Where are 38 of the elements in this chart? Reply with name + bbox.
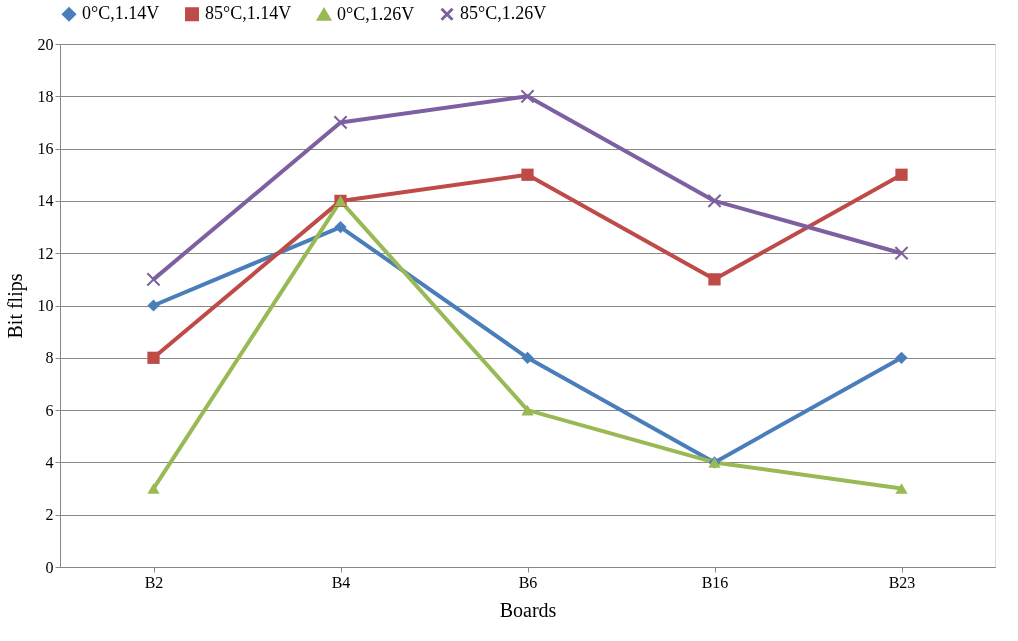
legend-label: 0°C,1.26V xyxy=(337,3,415,24)
point xyxy=(521,351,534,364)
point xyxy=(894,246,909,261)
y-axis-title: Bit flips xyxy=(3,273,27,339)
x-axis-title: Boards xyxy=(499,598,557,621)
legend-label: 85°C,1.26V xyxy=(460,3,547,24)
point xyxy=(520,89,535,104)
point xyxy=(147,299,160,312)
y-tick-label: 14 xyxy=(37,192,54,210)
y-tick-label: 0 xyxy=(45,558,54,576)
point xyxy=(895,351,908,364)
legend-label: 0°C,1.14V xyxy=(82,3,160,24)
y-tick-label: 6 xyxy=(45,401,54,419)
point xyxy=(521,404,534,416)
point xyxy=(521,168,534,181)
point xyxy=(708,273,721,286)
point xyxy=(147,483,160,494)
point xyxy=(895,168,908,181)
point xyxy=(147,351,160,364)
point xyxy=(707,193,722,209)
y-tick-label: 8 xyxy=(45,349,54,367)
legend-label: 85°C,1.14V xyxy=(205,3,292,24)
y-tick-label: 2 xyxy=(45,506,54,524)
x-tick-label: B2 xyxy=(144,573,164,591)
y-tick-label: 20 xyxy=(37,35,54,53)
x-tick-label: B6 xyxy=(518,573,538,591)
x-tick-label: B4 xyxy=(331,573,351,591)
point xyxy=(895,483,908,494)
y-tick-label: 18 xyxy=(37,87,54,105)
y-tick-label: 10 xyxy=(37,297,54,314)
x-tick-label: B16 xyxy=(701,573,729,591)
x-tick-label: B23 xyxy=(888,573,916,591)
y-tick-label: 4 xyxy=(45,453,54,471)
y-tick-label: 12 xyxy=(37,244,54,262)
point xyxy=(146,272,161,287)
point xyxy=(333,115,348,130)
point xyxy=(334,220,347,234)
y-tick-label: 16 xyxy=(37,140,54,158)
